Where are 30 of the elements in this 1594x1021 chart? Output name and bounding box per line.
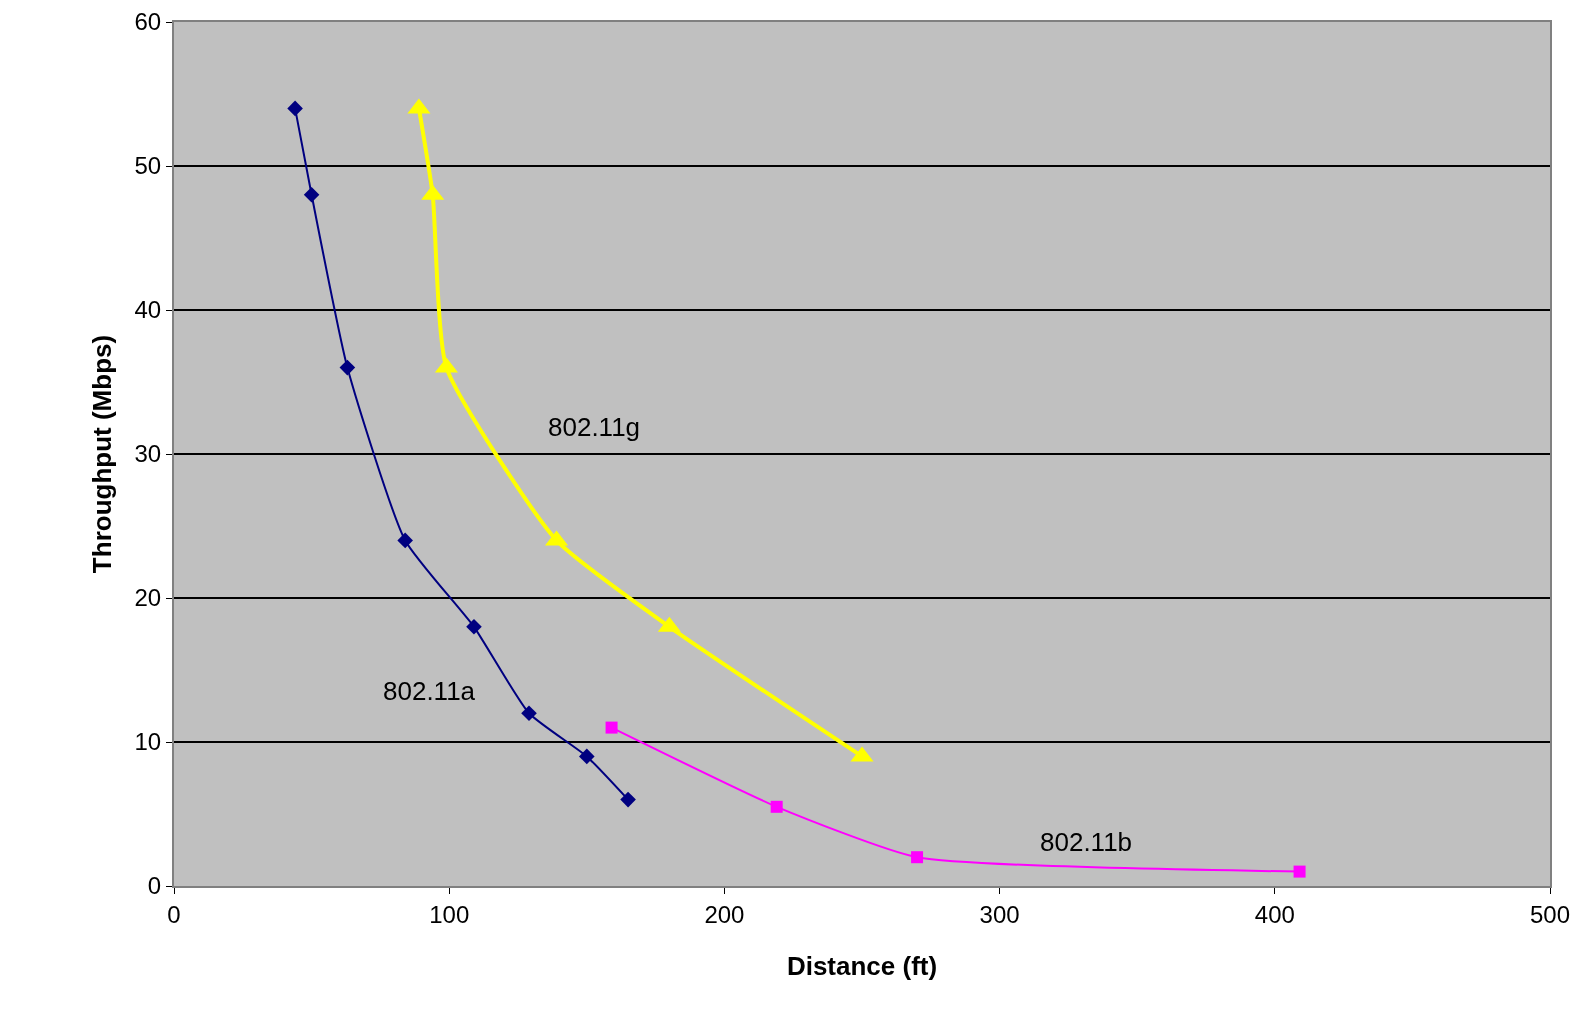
x-tick-label: 200	[704, 900, 745, 928]
y-tick-label: 40	[134, 296, 162, 324]
y-tick-label: 0	[147, 872, 162, 900]
y-tick-label: 50	[134, 152, 162, 180]
series-label: 802.11g	[548, 412, 641, 442]
y-tick-label: 60	[134, 8, 162, 36]
y-tick-label: 10	[134, 728, 162, 756]
x-tick-label: 400	[1254, 900, 1295, 928]
x-tick-label: 500	[1529, 900, 1571, 928]
y-axis-title: Throughput (Mbps)	[87, 334, 117, 574]
y-tick-label: 30	[134, 440, 162, 468]
point	[521, 705, 537, 721]
point	[1293, 865, 1306, 878]
series-label: 802.11b	[1040, 827, 1133, 857]
point	[605, 721, 618, 734]
point	[466, 619, 482, 635]
point	[397, 532, 413, 549]
point	[303, 187, 320, 203]
point	[770, 800, 783, 813]
point	[579, 748, 595, 765]
y-tick-label: 20	[134, 584, 162, 612]
x-tick-label: 0	[167, 900, 181, 928]
x-tick-label: 100	[429, 900, 470, 928]
point	[339, 359, 356, 376]
point	[287, 100, 303, 117]
point	[620, 791, 636, 808]
series-label: 802.11a	[383, 676, 476, 706]
x-tick-label: 300	[979, 900, 1020, 928]
x-axis-title: Distance (ft)	[786, 951, 938, 981]
point	[911, 851, 924, 864]
